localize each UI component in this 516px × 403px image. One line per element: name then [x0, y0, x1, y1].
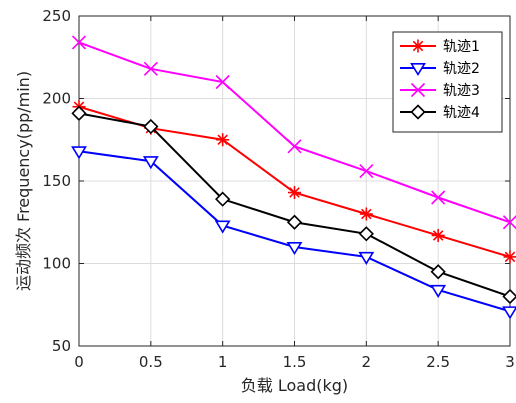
legend-item: 轨迹4 — [400, 104, 480, 121]
legend-label: 轨迹4 — [443, 105, 480, 121]
legend-label: 轨迹2 — [443, 61, 480, 77]
y-axis-label: 运动频次 Frequency(pp/min) — [14, 71, 33, 291]
x-tick-label: 1.5 — [283, 353, 307, 371]
legend-item: 轨迹1 — [400, 39, 480, 55]
data-point — [286, 241, 303, 256]
data-point — [359, 207, 373, 221]
data-point — [214, 220, 231, 234]
legend: 轨迹1 轨迹2 轨迹3 轨迹4 — [392, 31, 503, 133]
legend-label: 轨迹1 — [443, 39, 480, 55]
data-point — [288, 186, 301, 200]
data-point — [431, 228, 445, 242]
data-point — [71, 105, 87, 121]
legend-item: 轨迹2 — [400, 61, 480, 77]
y-tick-label: 50 — [52, 337, 71, 355]
series-2 — [71, 146, 516, 320]
series-4 — [71, 105, 516, 305]
data-point — [431, 190, 446, 205]
data-point — [143, 118, 159, 135]
data-point — [358, 251, 375, 265]
data-point — [215, 74, 230, 90]
x-tick-label: 2.5 — [426, 353, 450, 371]
data-point — [503, 250, 516, 264]
data-point — [430, 284, 447, 298]
y-tick-label: 200 — [42, 90, 71, 108]
x-tick-label: 3 — [505, 353, 515, 371]
data-point — [502, 306, 516, 320]
data-point — [215, 191, 231, 207]
data-point — [502, 288, 516, 305]
data-point — [287, 139, 302, 154]
data-point — [430, 264, 446, 280]
data-point — [143, 61, 158, 76]
legend-item: 轨迹3 — [400, 82, 480, 99]
legend-box — [392, 31, 503, 133]
series-3 — [71, 35, 516, 230]
x-tick-label: 0.5 — [139, 353, 163, 371]
x-tick-label: 1 — [218, 353, 228, 371]
series-group — [71, 35, 516, 320]
x-axis: 0 0.5 1 1.5 2 2.5 3 — [74, 16, 515, 371]
legend-label: 轨迹3 — [443, 83, 480, 99]
y-tick-label: 250 — [42, 7, 71, 25]
data-point — [359, 164, 374, 179]
legend-marker — [411, 39, 425, 53]
data-point — [502, 215, 516, 230]
x-tick-label: 2 — [362, 353, 372, 371]
data-point — [71, 146, 87, 160]
data-point — [286, 214, 303, 230]
legend-marker — [410, 104, 426, 120]
x-axis-label: 负载 Load(kg) — [241, 376, 348, 395]
y-tick-label: 150 — [42, 172, 71, 190]
legend-marker — [410, 82, 426, 98]
data-point — [142, 156, 159, 170]
data-point — [216, 133, 230, 147]
x-tick-label: 0 — [74, 353, 84, 371]
legend-marker — [410, 62, 426, 77]
y-axis: 50 100 150 200 250 — [42, 7, 510, 355]
data-point — [71, 35, 87, 50]
y-tick-label: 100 — [42, 255, 71, 273]
data-point — [358, 226, 374, 242]
